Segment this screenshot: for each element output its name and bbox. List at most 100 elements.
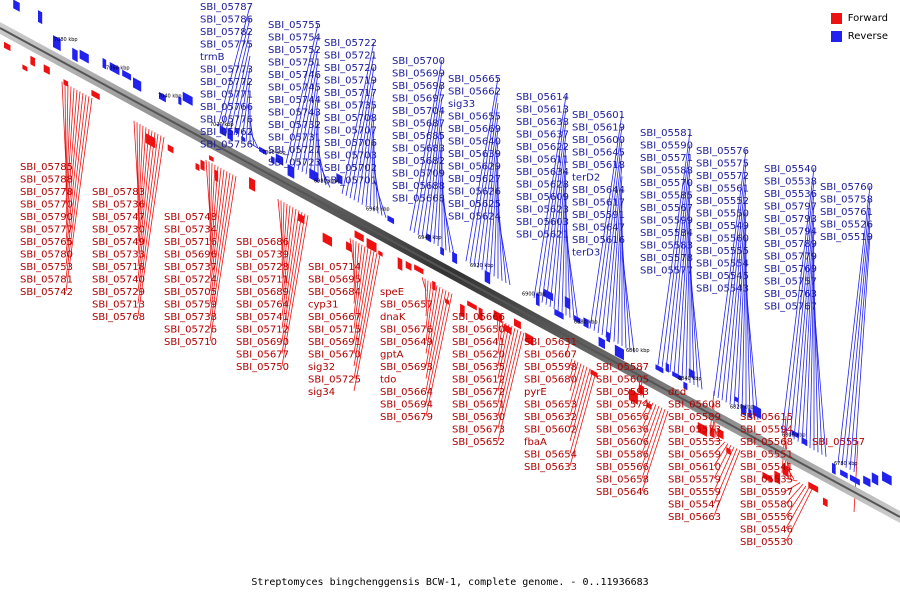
- reverse-gene-label[interactable]: SBI_05561: [696, 184, 749, 195]
- reverse-gene-label[interactable]: SBI_05576: [696, 146, 749, 157]
- forward-gene-label[interactable]: dnaK: [380, 312, 406, 323]
- reverse-gene-label[interactable]: SBI_05685: [392, 131, 445, 142]
- forward-gene-label[interactable]: SBI_05606: [596, 437, 649, 448]
- forward-gene-label[interactable]: SBI_05547: [668, 500, 721, 511]
- forward-gene-label[interactable]: SBI_05632: [524, 412, 577, 423]
- reverse-gene-label[interactable]: SBI_05585: [640, 191, 693, 202]
- forward-gene-label[interactable]: SBI_05589: [668, 412, 721, 423]
- reverse-gene-label[interactable]: SBI_05722: [324, 38, 377, 49]
- forward-gene-label[interactable]: SBI_05716: [164, 237, 217, 248]
- forward-gene-label[interactable]: SBI_05764: [236, 300, 289, 311]
- forward-gene-label[interactable]: SBI_05714: [308, 262, 361, 273]
- reverse-gene-label[interactable]: SBI_05752: [268, 45, 321, 56]
- forward-gene-label[interactable]: SBI_05749: [92, 237, 145, 248]
- reverse-gene-label[interactable]: SBI_05645: [572, 148, 625, 159]
- reverse-gene-label[interactable]: SBI_05754: [268, 33, 321, 44]
- forward-gene-label[interactable]: SBI_05740: [92, 275, 145, 286]
- forward-gene-label[interactable]: SBI_05713: [92, 300, 145, 311]
- reverse-gene-label[interactable]: SBI_05762: [200, 127, 253, 138]
- forward-gene-label[interactable]: SBI_05676: [380, 325, 433, 336]
- forward-gene-label[interactable]: SBI_05696: [164, 250, 217, 261]
- forward-gene-label[interactable]: SBI_05677: [236, 350, 289, 361]
- reverse-gene-label[interactable]: SBI_05637: [516, 130, 569, 141]
- forward-gene-label[interactable]: SBI_05608: [668, 400, 721, 411]
- reverse-gene-label[interactable]: SBI_05578: [640, 253, 693, 264]
- forward-gene-label[interactable]: SBI_05781: [20, 275, 73, 286]
- forward-gene-label[interactable]: SBI_05559: [668, 487, 721, 498]
- forward-gene-label[interactable]: SBI_05649: [380, 337, 433, 348]
- forward-gene-label[interactable]: SBI_05770: [20, 200, 73, 211]
- forward-gene-label[interactable]: SBI_05593: [596, 387, 649, 398]
- forward-gene-label[interactable]: SBI_05557: [812, 437, 865, 448]
- reverse-gene-label[interactable]: SBI_05746: [268, 70, 321, 81]
- reverse-gene-label[interactable]: SBI_05700: [392, 56, 445, 67]
- reverse-gene-label[interactable]: SBI_05599: [640, 216, 693, 227]
- forward-gene-label[interactable]: SBI_05742: [20, 287, 73, 298]
- forward-gene-label[interactable]: speE: [380, 287, 404, 298]
- reverse-gene-label[interactable]: SBI_05621: [516, 230, 569, 241]
- reverse-gene-label[interactable]: SBI_05655: [448, 112, 501, 123]
- forward-gene-label[interactable]: SBI_05777: [20, 225, 73, 236]
- forward-gene-label[interactable]: SBI_05586: [596, 450, 649, 461]
- reverse-gene-label[interactable]: SBI_05581: [640, 128, 693, 139]
- forward-gene-label[interactable]: SBI_05684: [308, 287, 361, 298]
- forward-gene-label[interactable]: SBI_05785: [20, 162, 73, 173]
- forward-gene-label[interactable]: sig34: [308, 387, 335, 398]
- reverse-gene-label[interactable]: SBI_05772: [200, 77, 253, 88]
- reverse-gene-label[interactable]: trmB: [200, 52, 225, 63]
- forward-gene-label[interactable]: SBI_05535: [740, 475, 793, 486]
- reverse-gene-label[interactable]: SBI_05779: [764, 252, 817, 263]
- reverse-gene-label[interactable]: SBI_05702: [324, 163, 377, 174]
- reverse-gene-label[interactable]: SBI_05703: [324, 151, 377, 162]
- reverse-gene-label[interactable]: SBI_05629: [448, 162, 501, 173]
- forward-gene-label[interactable]: SBI_05726: [164, 325, 217, 336]
- reverse-gene-label[interactable]: terD2: [572, 173, 600, 184]
- reverse-gene-label[interactable]: SBI_05526: [820, 220, 873, 231]
- forward-gene-label[interactable]: SBI_05689: [236, 287, 289, 298]
- forward-gene-label[interactable]: SBI_05734: [164, 225, 217, 236]
- forward-gene-label[interactable]: SBI_05650: [452, 325, 505, 336]
- forward-gene-label[interactable]: SBI_05568: [740, 437, 793, 448]
- forward-gene-label[interactable]: SBI_05610: [668, 462, 721, 473]
- reverse-gene-label[interactable]: SBI_05743: [268, 108, 321, 119]
- forward-gene-label[interactable]: SBI_05667: [308, 312, 361, 323]
- reverse-gene-label[interactable]: SBI_05773: [200, 65, 253, 76]
- forward-gene-label[interactable]: SBI_05658: [596, 475, 649, 486]
- forward-gene-label[interactable]: SBI_05736: [92, 200, 145, 211]
- reverse-gene-label[interactable]: SBI_05590: [640, 141, 693, 152]
- forward-gene-label[interactable]: SBI_05566: [596, 462, 649, 473]
- reverse-gene-label[interactable]: SBI_05687: [392, 119, 445, 130]
- reverse-gene-label[interactable]: SBI_05549: [696, 221, 749, 232]
- forward-gene-label[interactable]: SBI_05551: [740, 450, 793, 461]
- reverse-gene-label[interactable]: SBI_05789: [764, 239, 817, 250]
- forward-gene-label[interactable]: SBI_05580: [740, 500, 793, 511]
- forward-gene-label[interactable]: SBI_05780: [20, 250, 73, 261]
- reverse-gene-label[interactable]: SBI_05794: [764, 227, 817, 238]
- forward-gene-label[interactable]: SBI_05605: [596, 375, 649, 386]
- forward-gene-label[interactable]: SBI_05679: [380, 412, 433, 423]
- forward-gene-label[interactable]: fbaA: [524, 437, 547, 448]
- reverse-gene-label[interactable]: SBI_05611: [516, 155, 569, 166]
- forward-gene-label[interactable]: SBI_05693: [380, 362, 433, 373]
- reverse-gene-label[interactable]: SBI_05560: [696, 234, 749, 245]
- forward-gene-label[interactable]: SBI_05620: [452, 350, 505, 361]
- forward-gene-label[interactable]: SBI_05556: [740, 512, 793, 523]
- forward-gene-label[interactable]: SBI_05686: [236, 237, 289, 248]
- forward-gene-label[interactable]: SBI_05546: [740, 525, 793, 536]
- reverse-gene-label[interactable]: SBI_05755: [268, 20, 321, 31]
- forward-gene-label[interactable]: SBI_05739: [236, 250, 289, 261]
- reverse-gene-label[interactable]: SBI_05603: [516, 217, 569, 228]
- reverse-gene-label[interactable]: SBI_05519: [820, 232, 873, 243]
- reverse-gene-label[interactable]: SBI_05624: [448, 212, 501, 223]
- forward-gene-label[interactable]: SBI_05602: [524, 425, 577, 436]
- reverse-gene-label[interactable]: SBI_05617: [572, 198, 625, 209]
- reverse-gene-label[interactable]: SBI_05723: [268, 158, 321, 169]
- reverse-gene-label[interactable]: SBI_05647: [572, 223, 625, 234]
- forward-gene-label[interactable]: SBI_05541: [740, 462, 793, 473]
- forward-gene-label[interactable]: SBI_05530: [740, 537, 793, 548]
- reverse-gene-label[interactable]: SBI_05640: [448, 137, 501, 148]
- reverse-gene-label[interactable]: SBI_05782: [200, 27, 253, 38]
- reverse-gene-label[interactable]: SBI_05704: [392, 106, 445, 117]
- reverse-gene-label[interactable]: SBI_05543: [696, 284, 749, 295]
- forward-gene-label[interactable]: SBI_05654: [524, 450, 577, 461]
